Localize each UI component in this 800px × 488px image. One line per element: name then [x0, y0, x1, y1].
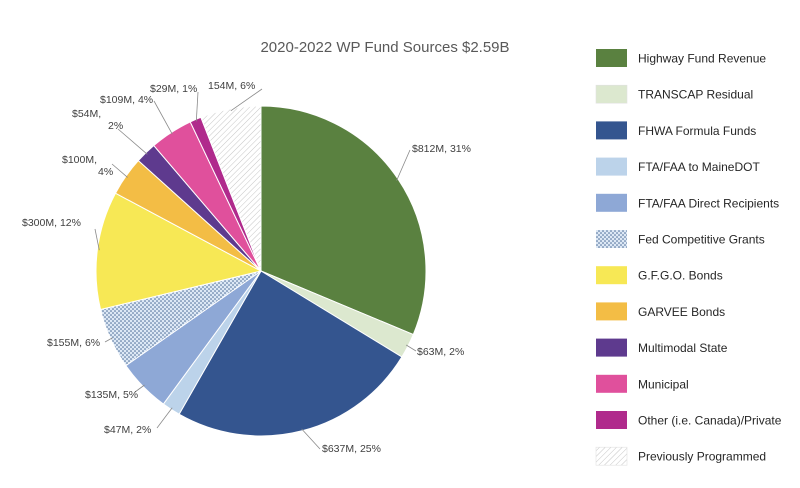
leader-line-previously-programmed: [230, 88, 263, 112]
legend-swatch-fed-competitive-grants: [596, 230, 627, 248]
legend-item-transcap-residual: TRANSCAP Residual: [595, 84, 753, 104]
legend-swatch-transcap-residual: [595, 84, 628, 104]
data-labels: $812M, 31% $63M, 2% $637M, 25% $47M, 2% $135…: [22, 80, 471, 455]
data-label-municipal: $109M, 4%: [100, 94, 153, 106]
leader-line-other-i-e-canada-private: [195, 91, 199, 122]
legend-label-fed-competitive-grants: Fed Competitive Grants: [638, 233, 765, 247]
legend-item-fta-faa-direct-recipients: FTA/FAA Direct Recipients: [596, 193, 779, 212]
legend-item-fta-faa-to-mainedot: FTA/FAA to MaineDOT: [596, 157, 760, 176]
legend-label-fta-faa-direct-recipients: FTA/FAA Direct Recipients: [638, 196, 779, 210]
legend-item-g-f-g-o-bonds: G.F.G.O. Bonds: [596, 266, 723, 285]
legend-item-previously-programmed: Previously Programmed: [595, 446, 766, 466]
legend-item-other-i-e-canada-private: Other (i.e. Canada)/Private: [596, 411, 782, 429]
legend-item-fhwa-formula-funds: FHWA Formula Funds: [596, 121, 756, 140]
pie-slices: [95, 105, 427, 437]
data-label-previously-programmed: 154M, 6%: [208, 80, 255, 92]
legend-label-transcap-residual: TRANSCAP Residual: [638, 88, 753, 102]
legend-item-municipal: Municipal: [596, 374, 689, 393]
legend-item-garvee-bonds: GARVEE Bonds: [596, 302, 725, 321]
leader-line-fta-faa-direct-recipients: [134, 384, 145, 393]
data-label-fta-faa-direct-recipients: $135M, 5%: [85, 389, 138, 401]
legend-swatch-fta-faa-direct-recipients: [596, 193, 627, 212]
data-label-fhwa-formula-funds: $637M, 25%: [322, 443, 381, 455]
legend-item-highway-fund-revenue: Highway Fund Revenue: [596, 49, 766, 67]
legend-swatch-other-i-e-canada-private: [596, 411, 627, 429]
legend-swatch-fta-faa-to-mainedot: [596, 157, 627, 176]
slice-g-f-g-o-bonds: [95, 192, 263, 311]
data-label-transcap-residual: $63M, 2%: [417, 346, 464, 358]
leader-line-municipal: [153, 100, 173, 135]
legend-swatch-fhwa-formula-funds: [596, 121, 627, 140]
leader-line-transcap-residual: [405, 344, 417, 352]
chart-title: 2020-2022 WP Fund Sources $2.59B: [260, 39, 509, 56]
legend-label-other-i-e-canada-private: Other (i.e. Canada)/Private: [638, 414, 782, 428]
data-label-fta-faa-to-mainedot: $47M, 2%: [104, 424, 151, 436]
legend-swatch-previously-programmed: [595, 446, 628, 466]
leader-line-fed-competitive-grants: [104, 337, 113, 343]
legend-label-municipal: Municipal: [638, 377, 689, 391]
legend-label-fta-faa-to-mainedot: FTA/FAA to MaineDOT: [638, 160, 760, 174]
legend-label-fhwa-formula-funds: FHWA Formula Funds: [638, 124, 756, 138]
data-label-fed-competitive-grants: $155M, 6%: [47, 337, 100, 349]
legend: Highway Fund Revenue TRANSCAP Residual FHW…: [595, 49, 782, 466]
leader-line-garvee-bonds: [111, 163, 128, 178]
legend-label-g-f-g-o-bonds: G.F.G.O. Bonds: [638, 269, 723, 283]
legend-label-garvee-bonds: GARVEE Bonds: [638, 305, 725, 319]
leader-line-fta-faa-to-mainedot: [156, 407, 173, 429]
slice-fhwa-formula-funds: [178, 270, 403, 437]
leader-line-highway-fund-revenue: [396, 149, 411, 181]
slice-highway-fund-revenue: [260, 105, 427, 336]
legend-label-highway-fund-revenue: Highway Fund Revenue: [638, 52, 766, 66]
data-label-multimodal-state: $54M,2%: [72, 108, 123, 132]
leader-lines: [94, 88, 417, 450]
legend-item-fed-competitive-grants: Fed Competitive Grants: [596, 230, 765, 248]
slice-previously-programmed: [200, 105, 262, 272]
legend-swatch-garvee-bonds: [596, 302, 627, 321]
legend-label-previously-programmed: Previously Programmed: [638, 450, 766, 464]
data-label-garvee-bonds: $100M,4%: [62, 154, 113, 178]
legend-label-multimodal-state: Multimodal State: [638, 341, 728, 355]
legend-swatch-municipal: [596, 374, 627, 393]
legend-swatch-highway-fund-revenue: [596, 49, 627, 67]
leader-line-fhwa-formula-funds: [301, 428, 321, 450]
leader-line-multimodal-state: [117, 128, 148, 155]
leader-line-g-f-g-o-bonds: [94, 228, 100, 251]
data-label-other-i-e-canada-private: $29M, 1%: [150, 83, 197, 95]
data-label-g-f-g-o-bonds: $300M, 12%: [22, 217, 81, 229]
legend-swatch-multimodal-state: [596, 338, 627, 357]
legend-item-multimodal-state: Multimodal State: [596, 338, 728, 357]
data-label-highway-fund-revenue: $812M, 31%: [412, 143, 471, 155]
legend-swatch-g-f-g-o-bonds: [596, 266, 627, 285]
